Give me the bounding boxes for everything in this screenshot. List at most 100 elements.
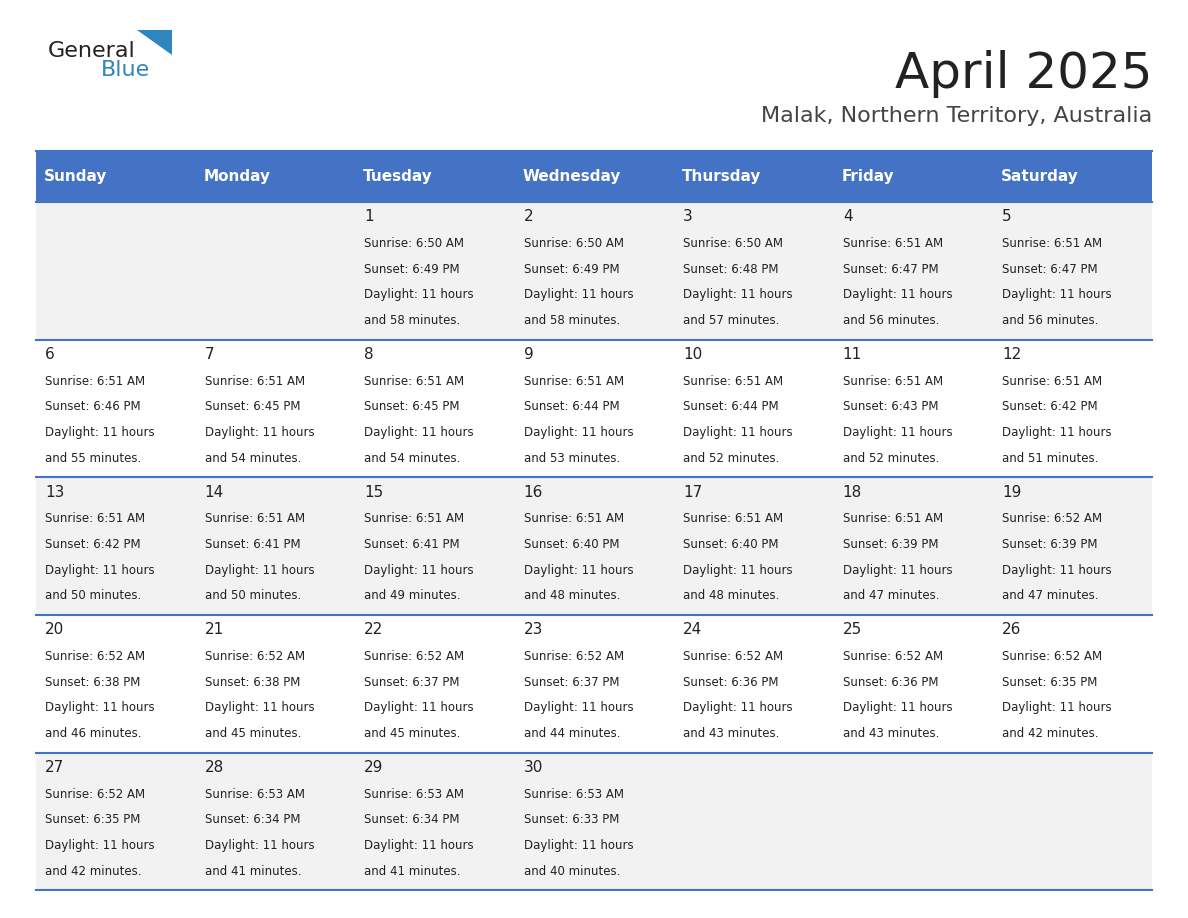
FancyBboxPatch shape xyxy=(514,753,674,890)
Text: Daylight: 11 hours: Daylight: 11 hours xyxy=(842,288,953,301)
Text: and 49 minutes.: and 49 minutes. xyxy=(365,589,461,602)
FancyBboxPatch shape xyxy=(355,340,514,477)
Text: and 42 minutes.: and 42 minutes. xyxy=(1003,727,1099,740)
FancyBboxPatch shape xyxy=(36,202,195,340)
Text: and 40 minutes.: and 40 minutes. xyxy=(524,865,620,878)
Text: 28: 28 xyxy=(204,760,223,775)
Text: Daylight: 11 hours: Daylight: 11 hours xyxy=(204,426,315,439)
Text: Sunset: 6:33 PM: Sunset: 6:33 PM xyxy=(524,813,619,826)
FancyBboxPatch shape xyxy=(993,202,1152,340)
Text: Daylight: 11 hours: Daylight: 11 hours xyxy=(524,288,633,301)
FancyBboxPatch shape xyxy=(36,615,195,753)
Text: Sunrise: 6:53 AM: Sunrise: 6:53 AM xyxy=(365,788,465,800)
Text: Daylight: 11 hours: Daylight: 11 hours xyxy=(45,701,154,714)
Text: 29: 29 xyxy=(365,760,384,775)
Text: and 48 minutes.: and 48 minutes. xyxy=(524,589,620,602)
Text: Daylight: 11 hours: Daylight: 11 hours xyxy=(842,564,953,577)
Text: Blue: Blue xyxy=(101,60,150,80)
Text: Sunrise: 6:52 AM: Sunrise: 6:52 AM xyxy=(45,788,145,800)
Text: 20: 20 xyxy=(45,622,64,637)
Text: Sunrise: 6:51 AM: Sunrise: 6:51 AM xyxy=(524,375,624,387)
FancyBboxPatch shape xyxy=(355,615,514,753)
FancyBboxPatch shape xyxy=(993,615,1152,753)
Text: Sunset: 6:42 PM: Sunset: 6:42 PM xyxy=(1003,400,1098,413)
Text: Daylight: 11 hours: Daylight: 11 hours xyxy=(842,426,953,439)
Text: 18: 18 xyxy=(842,485,862,499)
Text: Daylight: 11 hours: Daylight: 11 hours xyxy=(204,701,315,714)
FancyBboxPatch shape xyxy=(355,202,514,340)
Text: Daylight: 11 hours: Daylight: 11 hours xyxy=(683,426,792,439)
FancyBboxPatch shape xyxy=(195,340,355,477)
FancyBboxPatch shape xyxy=(833,477,993,615)
Text: Sunrise: 6:51 AM: Sunrise: 6:51 AM xyxy=(365,512,465,525)
Text: Sunset: 6:44 PM: Sunset: 6:44 PM xyxy=(683,400,779,413)
FancyBboxPatch shape xyxy=(514,340,674,477)
Text: Monday: Monday xyxy=(203,169,270,185)
Polygon shape xyxy=(137,30,172,55)
Text: Sunset: 6:34 PM: Sunset: 6:34 PM xyxy=(365,813,460,826)
Text: Daylight: 11 hours: Daylight: 11 hours xyxy=(524,839,633,852)
Text: Sunrise: 6:51 AM: Sunrise: 6:51 AM xyxy=(365,375,465,387)
Text: Daylight: 11 hours: Daylight: 11 hours xyxy=(45,839,154,852)
FancyBboxPatch shape xyxy=(355,151,514,202)
Text: Sunrise: 6:51 AM: Sunrise: 6:51 AM xyxy=(683,375,783,387)
FancyBboxPatch shape xyxy=(195,615,355,753)
Text: 9: 9 xyxy=(524,347,533,362)
FancyBboxPatch shape xyxy=(514,615,674,753)
FancyBboxPatch shape xyxy=(195,202,355,340)
Text: 21: 21 xyxy=(204,622,223,637)
Text: Sunset: 6:38 PM: Sunset: 6:38 PM xyxy=(204,676,301,688)
Text: Daylight: 11 hours: Daylight: 11 hours xyxy=(524,701,633,714)
Text: Daylight: 11 hours: Daylight: 11 hours xyxy=(1003,701,1112,714)
Text: Sunset: 6:44 PM: Sunset: 6:44 PM xyxy=(524,400,619,413)
Text: 11: 11 xyxy=(842,347,862,362)
Text: 23: 23 xyxy=(524,622,543,637)
FancyBboxPatch shape xyxy=(514,151,674,202)
Text: and 43 minutes.: and 43 minutes. xyxy=(683,727,779,740)
Text: Sunset: 6:47 PM: Sunset: 6:47 PM xyxy=(1003,263,1098,275)
Text: and 57 minutes.: and 57 minutes. xyxy=(683,314,779,327)
Text: 19: 19 xyxy=(1003,485,1022,499)
Text: and 56 minutes.: and 56 minutes. xyxy=(842,314,940,327)
Text: and 41 minutes.: and 41 minutes. xyxy=(365,865,461,878)
FancyBboxPatch shape xyxy=(674,340,833,477)
Text: Sunrise: 6:51 AM: Sunrise: 6:51 AM xyxy=(204,512,305,525)
Text: Sunrise: 6:51 AM: Sunrise: 6:51 AM xyxy=(842,237,943,250)
Text: Daylight: 11 hours: Daylight: 11 hours xyxy=(524,564,633,577)
Text: Daylight: 11 hours: Daylight: 11 hours xyxy=(1003,288,1112,301)
Text: 12: 12 xyxy=(1003,347,1022,362)
Text: April 2025: April 2025 xyxy=(895,50,1152,98)
Text: and 56 minutes.: and 56 minutes. xyxy=(1003,314,1099,327)
Text: Saturday: Saturday xyxy=(1000,169,1079,185)
Text: Tuesday: Tuesday xyxy=(362,169,432,185)
FancyBboxPatch shape xyxy=(993,753,1152,890)
Text: Sunset: 6:49 PM: Sunset: 6:49 PM xyxy=(365,263,460,275)
Text: and 54 minutes.: and 54 minutes. xyxy=(365,452,461,465)
FancyBboxPatch shape xyxy=(833,753,993,890)
Text: Daylight: 11 hours: Daylight: 11 hours xyxy=(365,839,474,852)
Text: 5: 5 xyxy=(1003,209,1012,224)
Text: Daylight: 11 hours: Daylight: 11 hours xyxy=(204,564,315,577)
FancyBboxPatch shape xyxy=(674,202,833,340)
Text: Sunset: 6:41 PM: Sunset: 6:41 PM xyxy=(365,538,460,551)
Text: Daylight: 11 hours: Daylight: 11 hours xyxy=(1003,426,1112,439)
Text: Daylight: 11 hours: Daylight: 11 hours xyxy=(683,288,792,301)
FancyBboxPatch shape xyxy=(833,151,993,202)
Text: Sunrise: 6:51 AM: Sunrise: 6:51 AM xyxy=(204,375,305,387)
Text: and 58 minutes.: and 58 minutes. xyxy=(365,314,461,327)
Text: Sunset: 6:36 PM: Sunset: 6:36 PM xyxy=(683,676,779,688)
FancyBboxPatch shape xyxy=(674,753,833,890)
Text: 10: 10 xyxy=(683,347,702,362)
Text: Sunset: 6:37 PM: Sunset: 6:37 PM xyxy=(365,676,460,688)
Text: Sunset: 6:35 PM: Sunset: 6:35 PM xyxy=(45,813,140,826)
Text: Sunrise: 6:50 AM: Sunrise: 6:50 AM xyxy=(683,237,783,250)
Text: and 44 minutes.: and 44 minutes. xyxy=(524,727,620,740)
Text: and 50 minutes.: and 50 minutes. xyxy=(45,589,141,602)
Text: Sunrise: 6:52 AM: Sunrise: 6:52 AM xyxy=(365,650,465,663)
Text: Sunset: 6:47 PM: Sunset: 6:47 PM xyxy=(842,263,939,275)
Text: Daylight: 11 hours: Daylight: 11 hours xyxy=(365,701,474,714)
Text: and 41 minutes.: and 41 minutes. xyxy=(204,865,302,878)
Text: Sunrise: 6:51 AM: Sunrise: 6:51 AM xyxy=(524,512,624,525)
Text: Sunrise: 6:51 AM: Sunrise: 6:51 AM xyxy=(45,512,145,525)
Text: Sunset: 6:43 PM: Sunset: 6:43 PM xyxy=(842,400,939,413)
